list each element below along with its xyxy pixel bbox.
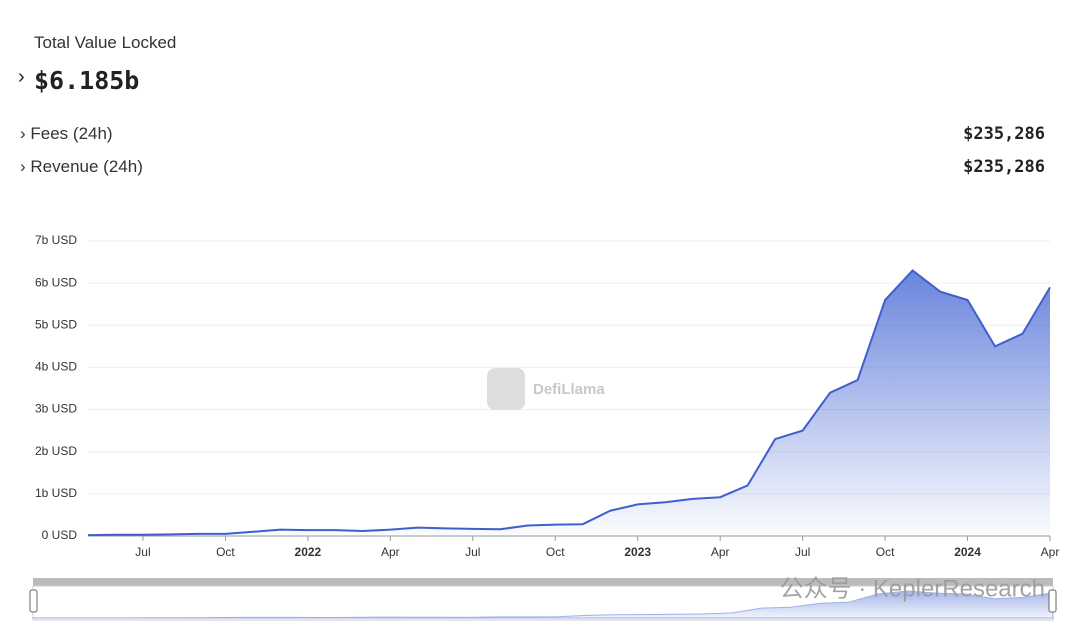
fees-value: $235,286	[963, 124, 1045, 144]
y-tick-label: 0 USD	[42, 528, 78, 542]
y-tick-label: 1b USD	[35, 486, 77, 500]
x-tick-label: Apr	[711, 545, 730, 559]
x-tick-label: Oct	[216, 545, 235, 559]
x-tick-label: Jul	[135, 545, 150, 559]
y-tick-label: 6b USD	[35, 275, 77, 289]
x-tick-label: Apr	[381, 545, 400, 559]
y-tick-label: 3b USD	[35, 402, 77, 416]
y-tick-label: 7b USD	[35, 233, 77, 247]
watermark: DefiLlama	[533, 381, 605, 398]
x-tick-label: Jul	[465, 545, 480, 559]
overlay-text: 公众号 · KeplerResearch	[780, 575, 1045, 602]
fees-row[interactable]: › Fees (24h)	[20, 124, 113, 143]
y-tick-label: 5b USD	[35, 317, 77, 331]
chevron[interactable]: ›	[18, 66, 25, 88]
x-tick-label: 2023	[624, 545, 651, 559]
area	[88, 270, 1050, 536]
revenue-row[interactable]: › Revenue (24h)	[20, 157, 143, 176]
x-tick-label: Oct	[546, 545, 565, 559]
x-tick-label: Jul	[795, 545, 810, 559]
navigator-area	[32, 590, 1054, 619]
x-tick-label: Apr	[1041, 545, 1060, 559]
x-tick-label: Oct	[876, 545, 895, 559]
y-tick-label: 2b USD	[35, 444, 77, 458]
tvl-title: Total Value Locked	[34, 33, 177, 52]
revenue-label: Revenue (24h)	[30, 157, 143, 176]
x-tick-label: 2022	[295, 545, 322, 559]
x-tick-label: 2024	[954, 545, 981, 559]
navigator-handle[interactable]	[1048, 589, 1057, 613]
navigator-handle[interactable]	[29, 589, 38, 613]
navigator-bar[interactable]	[33, 578, 1053, 586]
revenue-value: $235,286	[963, 157, 1045, 177]
y-tick-label: 4b USD	[35, 360, 77, 374]
line	[87, 269, 1051, 537]
fees-label: Fees (24h)	[30, 124, 113, 143]
tvl-value: $6.185b	[34, 66, 140, 95]
watermark-logo	[487, 368, 525, 410]
